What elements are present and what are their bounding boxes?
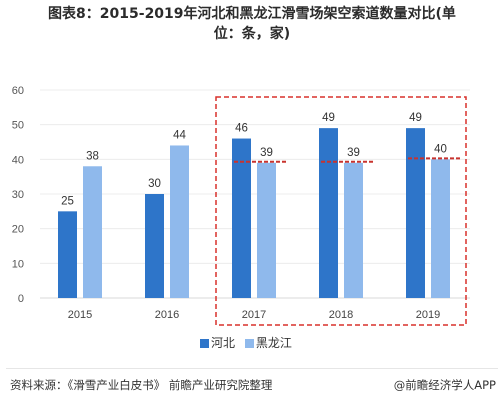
bar-hebei-2018 <box>319 128 338 298</box>
footer: 资料来源：《滑雪产业白皮书》 前瞻产业研究院整理 @前瞻经济学人APP <box>6 368 498 399</box>
data-label-heilongjiang-2018: 39 <box>347 147 360 159</box>
legend-swatch-hebei <box>200 339 209 348</box>
source-note: 资料来源：《滑雪产业白皮书》 前瞻产业研究院整理 <box>10 378 273 392</box>
bar-heilongjiang-2017 <box>257 162 276 298</box>
y-tick-label-60: 60 <box>12 85 24 97</box>
bar-heilongjiang-2018 <box>344 162 363 298</box>
data-label-heilongjiang-2019: 40 <box>434 143 447 155</box>
y-tick-label-0: 0 <box>18 293 24 305</box>
bar-heilongjiang-2019 <box>431 159 450 298</box>
data-label-heilongjiang-2017: 39 <box>260 147 273 159</box>
bar-hebei-2017 <box>232 138 251 298</box>
x-tick-label-2019: 2019 <box>416 309 440 321</box>
data-label-hebei-2016: 30 <box>148 178 161 190</box>
x-tick-label-2018: 2018 <box>329 309 353 321</box>
y-tick-label-40: 40 <box>12 154 24 166</box>
data-label-hebei-2015: 25 <box>61 195 74 207</box>
legend-swatch-heilongjiang <box>244 339 254 348</box>
y-tick-label-10: 10 <box>12 258 24 270</box>
bar-hebei-2019 <box>406 128 425 298</box>
x-tick-label-2016: 2016 <box>155 309 179 321</box>
chart-title: 图表8：2015-2019年河北和黑龙江滑雪场架空索道数量对比(单 位：条，家) <box>0 4 504 44</box>
data-label-hebei-2019: 49 <box>409 112 422 124</box>
data-label-heilongjiang-2015: 38 <box>86 150 99 162</box>
legend-label-hebei: 河北 <box>211 336 236 350</box>
y-tick-label-50: 50 <box>12 120 24 132</box>
legend: 河北 黑龙江 <box>200 334 298 351</box>
highlight-box <box>215 96 467 326</box>
chart-title-line1: 图表8：2015-2019年河北和黑龙江滑雪场架空索道数量对比(单 <box>48 6 456 22</box>
legend-item-heilongjiang: 黑龙江 <box>244 334 292 351</box>
y-tick-label-20: 20 <box>12 224 24 236</box>
brand-label: @前瞻经济学人APP <box>393 378 496 392</box>
bar-heilongjiang-2015 <box>83 166 102 298</box>
x-tick-label-2017: 2017 <box>242 309 266 321</box>
data-label-heilongjiang-2016: 44 <box>173 129 186 141</box>
legend-item-hebei: 河北 <box>200 334 235 351</box>
x-tick-label-2015: 2015 <box>68 309 92 321</box>
bar-hebei-2015 <box>58 211 77 298</box>
bar-heilongjiang-2016 <box>170 145 189 298</box>
y-tick-label-30: 30 <box>12 189 24 201</box>
chart-title-line2: 位：条，家) <box>213 26 291 42</box>
legend-label-heilongjiang: 黑龙江 <box>255 336 292 350</box>
data-label-hebei-2018: 49 <box>322 112 335 124</box>
bar-hebei-2016 <box>145 194 164 298</box>
data-label-hebei-2017: 46 <box>235 123 248 135</box>
